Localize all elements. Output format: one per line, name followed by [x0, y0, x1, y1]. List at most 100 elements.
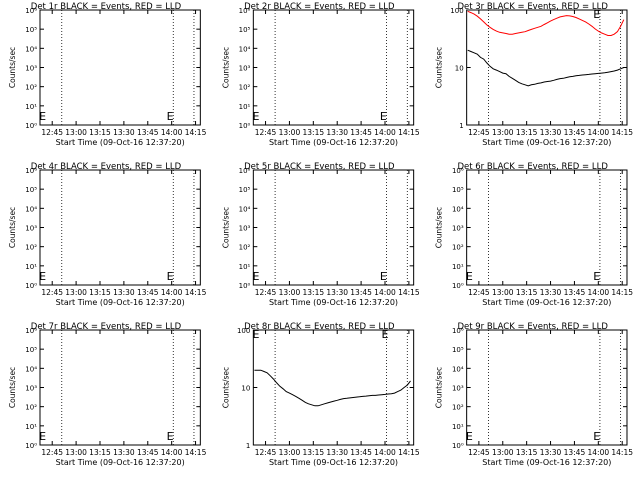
- error-marker: E: [380, 110, 387, 123]
- x-tick-label: 14:15: [398, 448, 420, 457]
- x-axis-label: Start Time (09-Oct-16 12:37:20): [56, 138, 185, 147]
- y-tick-label: 10: [455, 65, 464, 73]
- x-tick-label: 12:45: [255, 128, 277, 137]
- x-tick-label: 14:15: [611, 128, 633, 137]
- x-axis-label: Start Time (09-Oct-16 12:37:20): [482, 138, 611, 147]
- x-axis-label: Start Time (09-Oct-16 12:37:20): [269, 458, 398, 467]
- y-tick-label: 10⁰: [452, 442, 464, 450]
- y-axis-label: Counts/sec: [8, 207, 17, 248]
- panel-title: Det 3r BLACK = Events, RED = LLD: [457, 2, 608, 12]
- y-tick-label: 10⁴: [239, 205, 251, 213]
- panel-title: Det 7r BLACK = Events, RED = LLD: [31, 322, 182, 332]
- y-tick-label: 10¹: [25, 263, 37, 271]
- x-tick-label: 13:45: [564, 448, 586, 457]
- x-tick-label: 12:45: [468, 288, 490, 297]
- y-axis-label: Counts/sec: [435, 47, 444, 88]
- x-tick-label: 13:45: [564, 288, 586, 297]
- x-axis-label: Start Time (09-Oct-16 12:37:20): [56, 458, 185, 467]
- x-axis-label: Start Time (09-Oct-16 12:37:20): [482, 298, 611, 307]
- y-tick-label: 1: [459, 122, 463, 130]
- y-tick-label: 10¹: [452, 423, 464, 431]
- panel-title: Det 6r BLACK = Events, RED = LLD: [457, 162, 608, 172]
- x-tick-label: 13:00: [492, 128, 514, 137]
- x-tick-label: 13:15: [89, 448, 111, 457]
- x-tick-label: 14:15: [398, 128, 420, 137]
- error-marker: E: [382, 328, 389, 341]
- y-tick-label: 10⁵: [25, 26, 37, 34]
- y-tick-label: 10⁴: [239, 45, 251, 53]
- panel-title: Det 5r BLACK = Events, RED = LLD: [244, 162, 395, 172]
- y-tick-label: 10⁰: [25, 282, 37, 290]
- x-tick-label: 12:45: [468, 448, 490, 457]
- y-tick-label: 10²: [25, 404, 37, 412]
- y-tick-label: 10²: [452, 244, 464, 252]
- x-tick-label: 14:15: [185, 448, 207, 457]
- x-tick-label: 14:00: [374, 288, 396, 297]
- error-marker: E: [466, 270, 473, 283]
- x-tick-label: 13:45: [350, 288, 372, 297]
- error-marker: E: [39, 430, 46, 443]
- x-tick-label: 13:45: [137, 128, 159, 137]
- x-tick-label: 13:30: [326, 288, 348, 297]
- x-tick-label: 13:15: [303, 128, 325, 137]
- x-tick-label: 12:45: [41, 128, 63, 137]
- x-tick-label: 13:00: [279, 448, 301, 457]
- error-marker: E: [466, 430, 473, 443]
- panel-title: Det 9r BLACK = Events, RED = LLD: [457, 322, 608, 332]
- y-tick-label: 10⁵: [239, 26, 251, 34]
- x-tick-label: 14:15: [611, 448, 633, 457]
- x-tick-label: 14:00: [588, 128, 610, 137]
- y-tick-label: 10³: [239, 65, 251, 73]
- error-marker: E: [167, 270, 174, 283]
- y-tick-label: 10: [241, 385, 250, 393]
- y-tick-label: 10⁵: [452, 186, 464, 194]
- y-tick-label: 10²: [239, 84, 251, 92]
- panel-title: Det 2r BLACK = Events, RED = LLD: [244, 2, 395, 12]
- x-tick-label: 13:45: [137, 448, 159, 457]
- y-tick-label: 10²: [452, 404, 464, 412]
- y-tick-label: 10⁰: [239, 122, 251, 130]
- x-tick-label: 14:00: [588, 448, 610, 457]
- y-axis-label: Counts/sec: [8, 367, 17, 408]
- y-tick-label: 10¹: [25, 103, 37, 111]
- x-axis-label: Start Time (09-Oct-16 12:37:20): [56, 298, 185, 307]
- y-tick-label: 10⁰: [239, 282, 251, 290]
- y-tick-label: 10⁴: [452, 365, 464, 373]
- error-marker: E: [253, 110, 260, 123]
- x-tick-label: 14:00: [588, 288, 610, 297]
- y-tick-label: 10¹: [239, 103, 251, 111]
- y-axis-label: Counts/sec: [435, 367, 444, 408]
- y-tick-label: 10³: [25, 385, 37, 393]
- y-tick-label: 10⁵: [239, 186, 251, 194]
- panel-title: Det 1r BLACK = Events, RED = LLD: [31, 2, 182, 12]
- x-tick-label: 12:45: [41, 448, 63, 457]
- y-tick-label: 10⁶: [25, 327, 37, 335]
- x-tick-label: 13:00: [279, 128, 301, 137]
- y-tick-label: 10⁶: [239, 167, 251, 175]
- x-tick-label: 13:00: [65, 128, 87, 137]
- y-tick-label: 10⁶: [452, 167, 464, 175]
- x-tick-label: 13:15: [516, 128, 538, 137]
- x-tick-label: 13:00: [65, 448, 87, 457]
- events-series-line: [467, 49, 624, 87]
- x-tick-label: 14:15: [185, 128, 207, 137]
- y-tick-label: 10²: [239, 244, 251, 252]
- x-tick-label: 13:45: [350, 128, 372, 137]
- y-tick-label: 10⁴: [25, 205, 37, 213]
- x-tick-label: 13:00: [492, 288, 514, 297]
- x-tick-label: 13:00: [492, 448, 514, 457]
- y-tick-label: 10⁵: [25, 346, 37, 354]
- y-tick-label: 10³: [239, 225, 251, 233]
- y-tick-label: 10⁶: [452, 327, 464, 335]
- y-tick-label: 10³: [25, 65, 37, 73]
- y-tick-label: 10²: [25, 244, 37, 252]
- y-tick-label: 10⁵: [452, 346, 464, 354]
- error-marker: E: [167, 110, 174, 123]
- x-tick-label: 13:00: [279, 288, 301, 297]
